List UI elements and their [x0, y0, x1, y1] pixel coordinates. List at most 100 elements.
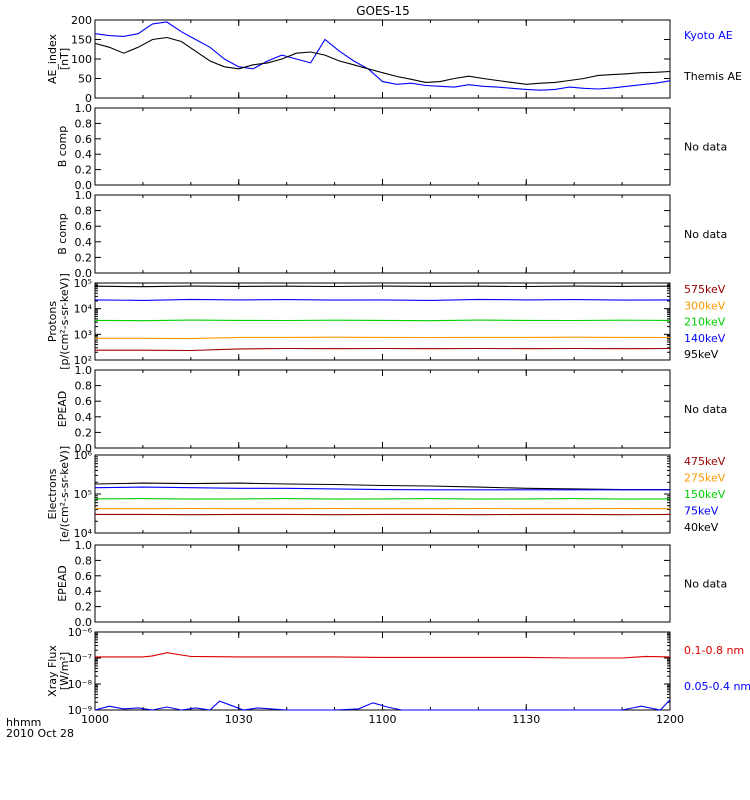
- panel-epead1: 0.0 0.2 0.4 0.6 0.8 1.0 EPEAD No data: [56, 364, 727, 455]
- legend-label: 210keV: [684, 316, 726, 329]
- y-tick-label: 0.6: [75, 395, 93, 408]
- date-label: 2010 Oct 28: [6, 727, 74, 740]
- panel-epead2: 0.0 0.2 0.4 0.6 0.8 1.0 EPEAD No data: [56, 539, 727, 629]
- y-tick-label: 0.2: [75, 426, 93, 439]
- legend-label: Kyoto AE: [684, 29, 733, 42]
- y-tick-label: 0.2: [75, 601, 93, 614]
- series-line-themis-ae: [94, 36, 671, 85]
- series-line-140kev: [95, 336, 671, 340]
- y-tick-label: 0.4: [75, 148, 93, 161]
- y-tick-label: 10⁶: [74, 449, 93, 462]
- panel-xray: 10⁻⁹ 10⁻⁸ 10⁻⁷ 10⁻⁶ Xray Flux [W/m²] 0.1-0.8 n…: [46, 626, 750, 717]
- y-tick-label: 10⁵: [74, 277, 92, 290]
- no-data-label: No data: [684, 578, 727, 591]
- x-tick-label: 1200: [656, 713, 684, 726]
- legend-label: 140keV: [684, 332, 726, 345]
- legend-label: 275keV: [684, 472, 726, 485]
- legend-label: Themis AE: [683, 70, 742, 83]
- panel-frame: [94, 107, 671, 186]
- y-tick-label: 100: [71, 53, 92, 66]
- y-tick-label: 1.0: [75, 102, 93, 115]
- y-tick-label: 10⁴: [74, 303, 93, 316]
- y-tick-label: 0.2: [75, 251, 93, 264]
- y-tick-label: 1.0: [75, 364, 93, 377]
- y-axis-label: Electrons: [46, 468, 59, 519]
- series-line-40kev: [94, 482, 670, 491]
- y-tick-label: 10⁻⁹: [68, 704, 92, 717]
- x-tick-label: 1030: [225, 713, 253, 726]
- y-axis-label: Xray Flux: [46, 645, 59, 697]
- y-axis-label: B comp: [56, 126, 69, 168]
- no-data-label: No data: [684, 228, 727, 241]
- y-axis-label: [p/(cm²-s-sr-keV)]: [58, 273, 71, 370]
- y-tick-label: 0.4: [75, 585, 93, 598]
- y-axis-label: Protons: [46, 301, 59, 342]
- y-tick-label: 1.0: [75, 539, 93, 552]
- legend-label: 150keV: [684, 488, 726, 501]
- y-tick-label: 0.8: [75, 117, 93, 130]
- panel-ae: 0 50 100 150 200 AE_index [nT] Kyoto AE Themis A…: [46, 14, 742, 105]
- panels: 0 50 100 150 200 AE_index [nT] Kyoto AE Themis A…: [46, 14, 750, 717]
- y-axis-label: [nT]: [58, 48, 71, 70]
- y-tick-label: 10⁵: [74, 488, 92, 501]
- series-line-0-1-0-8-nm: [95, 652, 671, 659]
- no-data-label: No data: [684, 403, 727, 416]
- panel-frame: [94, 194, 671, 274]
- y-tick-label: 0.0: [75, 267, 93, 280]
- y-tick-label: 50: [78, 73, 92, 86]
- legend-label: 95keV: [684, 348, 719, 361]
- plot-title: GOES-15: [356, 4, 410, 18]
- legend-label: 300keV: [684, 299, 726, 312]
- panel-frame: [94, 369, 671, 449]
- y-tick-label: 0.2: [75, 164, 93, 177]
- x-tick-label: 1100: [369, 713, 397, 726]
- series-line-0-05-0-4-nm: [94, 699, 671, 711]
- y-tick-label: 0.0: [75, 616, 93, 629]
- legend-label: 40keV: [684, 521, 719, 534]
- y-tick-label: 0.8: [75, 205, 93, 218]
- panel-electrons: 10⁴ 10⁵ 10⁶ Electrons [e/(cm²-s-sr-keV)] 475k…: [46, 446, 726, 542]
- panel-frame: [94, 454, 671, 534]
- y-tick-label: 10⁻⁸: [68, 678, 93, 691]
- y-axis-label: B comp: [56, 213, 69, 255]
- series-line-75kev: [94, 486, 670, 491]
- panel-protons: 10² 10³ 10⁴ 10⁵ Protons [p/(cm²-s-sr-keV)] 575…: [46, 273, 726, 370]
- y-tick-label: 0.0: [75, 442, 93, 455]
- series-line-95kev: [95, 347, 671, 352]
- y-tick-label: 0.8: [75, 380, 93, 393]
- panel-bcomp2: 0.0 0.2 0.4 0.6 0.8 1.0 B comp No data: [56, 189, 727, 280]
- y-tick-label: 0.6: [75, 133, 93, 146]
- legend-label: 75keV: [684, 505, 719, 518]
- legend-label: 475keV: [684, 455, 726, 468]
- y-tick-label: 10³: [74, 328, 92, 341]
- series-line-210kev: [94, 319, 671, 322]
- y-tick-label: 10⁻⁶: [68, 626, 93, 639]
- no-data-label: No data: [684, 141, 727, 154]
- y-tick-label: 0.0: [75, 179, 93, 192]
- y-tick-label: 200: [71, 14, 92, 27]
- y-axis-label: [e/(cm²-s-sr-keV)]: [58, 446, 71, 542]
- y-tick-label: 150: [71, 34, 92, 47]
- legend-label: 0.1-0.8 nm: [684, 644, 744, 657]
- x-tick-label: 1000: [81, 713, 109, 726]
- panel-frame: [94, 631, 671, 711]
- panel-frame: [94, 544, 671, 623]
- y-tick-label: 0: [85, 92, 92, 105]
- y-tick-label: 0.6: [75, 570, 93, 583]
- y-tick-label: 0.8: [75, 554, 93, 567]
- series-line-kyoto-ae: [94, 21, 671, 91]
- y-axis-label: EPEAD: [56, 565, 69, 602]
- y-axis-label: EPEAD: [56, 391, 69, 428]
- series-line-150kev: [94, 498, 671, 500]
- legend-label: 0.05-0.4 nm: [684, 680, 750, 693]
- series-line-575kev: [94, 285, 671, 288]
- x-tick-label: 1130: [512, 713, 540, 726]
- y-axis-label: AE_index: [46, 33, 59, 84]
- y-tick-label: 1.0: [75, 189, 93, 202]
- series-line-300kev: [94, 298, 671, 301]
- y-tick-label: 10⁻⁷: [68, 652, 92, 665]
- x-axis: 1000 1030 1100 1130 1200: [81, 713, 684, 726]
- y-tick-label: 0.4: [75, 236, 93, 249]
- y-tick-label: 10²: [74, 354, 92, 367]
